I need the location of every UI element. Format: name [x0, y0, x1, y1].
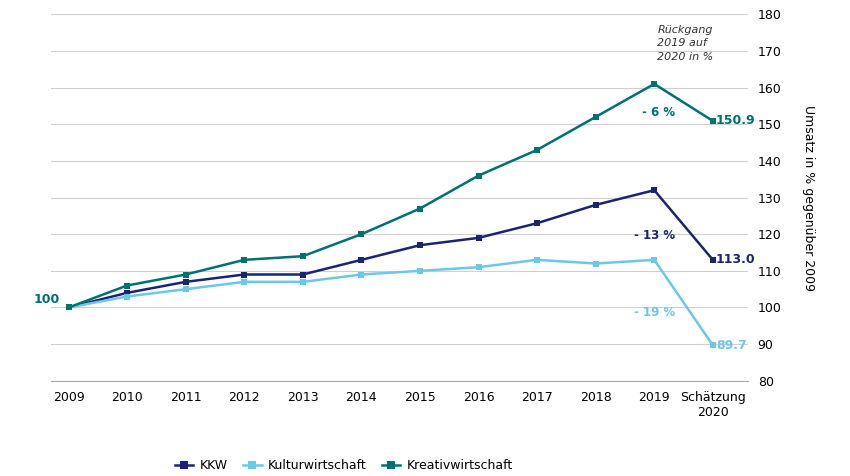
KKW	[64, 305, 74, 310]
KKW	[180, 279, 190, 285]
Kulturwirtschaft	[356, 272, 366, 278]
Kreativwirtschaft	[473, 173, 484, 178]
KKW	[473, 235, 484, 241]
Text: - 13 %: - 13 %	[633, 228, 675, 242]
KKW	[415, 242, 425, 248]
Kreativwirtschaft	[532, 147, 542, 153]
Kreativwirtschaft	[122, 283, 133, 288]
Y-axis label: Umsatz in % gegenüber 2009: Umsatz in % gegenüber 2009	[802, 105, 815, 290]
Text: 100: 100	[33, 293, 60, 306]
KKW	[356, 257, 366, 263]
Kulturwirtschaft	[239, 279, 249, 285]
Kulturwirtschaft	[122, 294, 133, 299]
Kreativwirtschaft	[591, 114, 601, 120]
Line: Kulturwirtschaft: Kulturwirtschaft	[65, 257, 717, 349]
Text: - 19 %: - 19 %	[633, 306, 675, 319]
Kreativwirtschaft	[298, 253, 308, 259]
Kulturwirtschaft	[298, 279, 308, 285]
Kulturwirtschaft	[649, 257, 660, 263]
Kulturwirtschaft	[591, 261, 601, 267]
Text: Rückgang
2019 auf
2020 in %: Rückgang 2019 auf 2020 in %	[657, 25, 713, 62]
KKW	[591, 202, 601, 208]
Kreativwirtschaft	[64, 305, 74, 310]
Kreativwirtschaft	[356, 231, 366, 237]
KKW	[708, 257, 718, 263]
KKW	[239, 272, 249, 278]
Text: 89.7: 89.7	[716, 339, 746, 352]
Line: Kreativwirtschaft: Kreativwirtschaft	[65, 80, 717, 311]
Kulturwirtschaft	[473, 264, 484, 270]
Kreativwirtschaft	[180, 272, 190, 278]
Text: 150.9: 150.9	[716, 114, 756, 128]
KKW	[649, 188, 660, 193]
Kreativwirtschaft	[415, 206, 425, 211]
Text: 113.0: 113.0	[716, 253, 756, 267]
Kulturwirtschaft	[708, 342, 718, 348]
Kreativwirtschaft	[649, 81, 660, 87]
KKW	[532, 220, 542, 226]
Kulturwirtschaft	[180, 287, 190, 292]
Kulturwirtschaft	[64, 305, 74, 310]
Kreativwirtschaft	[239, 257, 249, 263]
KKW	[122, 290, 133, 296]
Line: KKW: KKW	[65, 187, 717, 311]
Kreativwirtschaft	[708, 118, 718, 124]
Kulturwirtschaft	[415, 268, 425, 274]
Legend: KKW, Kulturwirtschaft, Kreativwirtschaft: KKW, Kulturwirtschaft, Kreativwirtschaft	[170, 454, 518, 476]
Text: - 6 %: - 6 %	[642, 106, 675, 119]
Kulturwirtschaft	[532, 257, 542, 263]
KKW	[298, 272, 308, 278]
